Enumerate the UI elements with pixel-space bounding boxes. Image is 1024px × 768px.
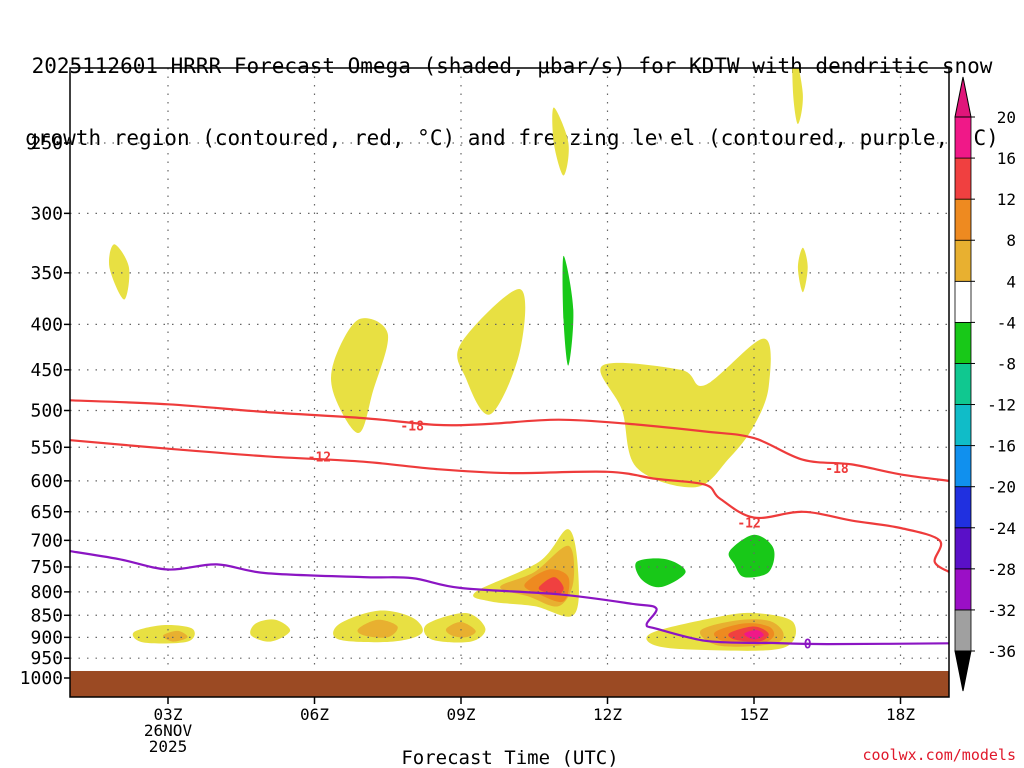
y-tick-label: 950 [30, 648, 63, 669]
omega-region [250, 619, 291, 642]
colorbar-segment [954, 198, 972, 241]
colorbar-segment [954, 486, 972, 529]
colorbar-segment [954, 116, 972, 159]
omega-region [895, 184, 949, 254]
omega-region [309, 589, 325, 600]
x-tick-label: 06Z [300, 705, 329, 724]
x-tick-label: 18Z [886, 705, 915, 724]
omega-region [396, 459, 423, 519]
colorbar-segment [954, 568, 972, 611]
y-tick-label: 850 [30, 605, 63, 626]
omega-region [792, 68, 803, 124]
x-tick-label: 09Z [447, 705, 476, 724]
x-date-label: 26NOV [144, 721, 193, 740]
omega-region [132, 624, 195, 644]
freezing-level-label: 0 [804, 637, 812, 652]
colorbar-label: -20 [987, 478, 1016, 497]
colorbar-segment [954, 157, 972, 200]
omega-region [163, 630, 188, 642]
colorbar-label: 20 [997, 108, 1016, 127]
y-tick-label: 1000 [20, 668, 63, 689]
colorbar-label: -4 [997, 313, 1016, 332]
colorbar-over-arrow [954, 76, 972, 118]
plot-border [69, 67, 950, 698]
y-tick-label: 550 [30, 437, 63, 458]
colorbar-segment [954, 404, 972, 447]
omega-region [211, 642, 227, 654]
colorbar: -36 -32 -28 -24 -20 -16 -12 -8 -4 4 8 12 16 20 [954, 76, 1016, 692]
omega-region [538, 577, 564, 595]
isotherm-label: -18 [825, 462, 849, 477]
isotherm-label: -12 [308, 450, 331, 465]
colorbar-label: -24 [987, 519, 1016, 538]
colorbar-label: 12 [997, 190, 1016, 209]
plot-frame [69, 67, 950, 698]
colorbar-segment [954, 527, 972, 570]
y-tick-label: 800 [30, 582, 63, 603]
omega-region [600, 338, 771, 488]
isotherm-line [70, 399, 949, 482]
chart-title: 2025112601 HRRR Forecast Omega (shaded, … [0, 6, 1024, 174]
x-tick-label: 03Z [154, 705, 183, 724]
source-watermark: coolwx.com/models [862, 746, 1016, 764]
x-tick-label: 12Z [593, 705, 622, 724]
omega-region [797, 247, 808, 293]
colorbar-label: -32 [987, 601, 1016, 620]
colorbar-label: -28 [987, 560, 1016, 579]
omega-region [552, 107, 569, 176]
omega-region [331, 318, 389, 434]
isotherm-line [70, 439, 949, 574]
y-tick-label: 500 [30, 401, 63, 422]
y-tick-label: 300 [30, 203, 63, 224]
chart-title-line: growth region (contoured, red, °C) and f… [25, 126, 999, 150]
omega-region [841, 292, 857, 344]
y-tick-label: 450 [30, 360, 63, 381]
colorbar-label: 16 [997, 149, 1016, 168]
omega-region [457, 288, 526, 415]
colorbar-label: -36 [987, 642, 1016, 661]
colorbar-under-arrow [954, 650, 972, 692]
isotherm-label: -12 [737, 516, 760, 531]
isotherm-layer: -18 -18 -12 -12 0 [70, 399, 949, 652]
omega-region [108, 244, 130, 300]
omega-region [635, 558, 686, 588]
omega-region [631, 126, 681, 301]
colorbar-segment [954, 609, 972, 652]
chart-title-line: 2025112601 HRRR Forecast Omega (shaded, … [31, 54, 993, 78]
freezing-level-line [70, 550, 949, 646]
x-tick-label: 15Z [740, 705, 769, 724]
omega-region [587, 471, 804, 617]
y-tick-label: 700 [30, 530, 63, 551]
isotherm-label: -18 [400, 420, 424, 435]
y-tick-label: 650 [30, 502, 63, 523]
x-axis-label: Forecast Time (UTC) [401, 747, 618, 768]
colorbar-label: -8 [997, 354, 1016, 373]
y-tick-label: 400 [30, 314, 63, 335]
omega-region [728, 534, 775, 578]
omega-region [872, 457, 949, 610]
omega-region [562, 255, 574, 366]
plot-area [70, 68, 949, 697]
axes: 2503003504004505005506006507007508008509… [20, 133, 916, 756]
colorbar-segment [954, 280, 972, 323]
terrain-fill [70, 670, 949, 697]
y-tick-label: 350 [30, 263, 63, 284]
colorbar-segment [954, 239, 972, 282]
y-tick-label: 900 [30, 627, 63, 648]
colorbar-label: 8 [1006, 231, 1016, 250]
colorbar-label: -12 [987, 396, 1016, 415]
colorbar-segment [954, 363, 972, 405]
x-date-label: 2025 [149, 737, 188, 756]
y-tick-label: 750 [30, 557, 63, 578]
colorbar-segment [954, 445, 972, 488]
colorbar-label: -16 [987, 437, 1016, 456]
y-tick-label: 250 [30, 133, 63, 154]
colorbar-label: 4 [1006, 272, 1016, 291]
omega-region [357, 619, 398, 638]
colorbar-segment [954, 321, 972, 364]
y-tick-label: 600 [30, 471, 63, 492]
